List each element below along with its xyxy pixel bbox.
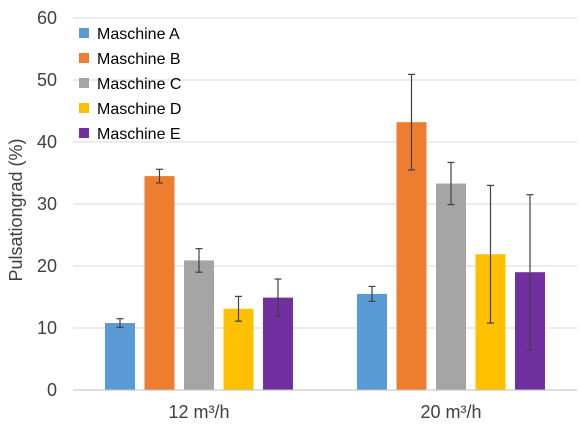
- legend-label: Maschine D: [97, 101, 181, 118]
- error-bar: [274, 278, 282, 317]
- y-tick-label: 0: [47, 380, 57, 400]
- error-bar: [487, 184, 494, 324]
- legend-label: Maschine A: [97, 26, 180, 43]
- x-tick-labels: 12 m³/h 20 m³/h: [168, 402, 481, 422]
- bar-maschine-b-1: [144, 176, 175, 390]
- legend-item: Maschine D: [79, 101, 181, 118]
- error-bar: [526, 194, 534, 351]
- legend: Maschine A Maschine B Maschine C Maschine D…: [79, 26, 181, 143]
- error-bar: [116, 318, 124, 328]
- y-tick-label: 10: [37, 318, 57, 338]
- y-tick-label: 60: [37, 8, 57, 28]
- bar-maschine-c-1: [184, 260, 214, 390]
- error-bar: [156, 168, 163, 184]
- error-bar: [195, 248, 203, 273]
- legend-label: Maschine B: [97, 51, 181, 68]
- legend-item: Maschine E: [79, 126, 181, 143]
- legend-item: Maschine C: [79, 76, 181, 93]
- y-tick-label: 50: [37, 70, 57, 90]
- y-axis-label: Pulsationgrad (%): [6, 138, 26, 281]
- y-tick-label: 40: [37, 132, 57, 152]
- legend-swatch: [79, 128, 89, 138]
- error-bar: [235, 295, 242, 322]
- bar-maschine-c-2: [436, 183, 466, 390]
- bar-maschine-a-1: [105, 323, 135, 390]
- legend-swatch: [79, 78, 89, 88]
- error-bar: [408, 73, 415, 171]
- y-tick-labels: 0 10 20 30 40 50 60: [37, 8, 57, 400]
- y-tick-label: 30: [37, 194, 57, 214]
- legend-swatch: [79, 53, 89, 63]
- error-bar: [447, 161, 455, 206]
- legend-label: Maschine E: [97, 126, 181, 143]
- legend-swatch: [79, 28, 89, 38]
- legend-item: Maschine A: [79, 26, 180, 43]
- legend-swatch: [79, 103, 89, 113]
- error-bars: [116, 73, 534, 351]
- bar-maschine-a-2: [357, 293, 387, 390]
- bar-maschine-d-1: [223, 308, 254, 390]
- x-tick-label: 20 m³/h: [420, 402, 481, 422]
- y-tick-label: 20: [37, 256, 57, 276]
- legend-item: Maschine B: [79, 51, 181, 68]
- x-tick-label: 12 m³/h: [168, 402, 229, 422]
- error-bar: [368, 285, 376, 302]
- legend-label: Maschine C: [97, 76, 181, 93]
- bars: [105, 122, 545, 390]
